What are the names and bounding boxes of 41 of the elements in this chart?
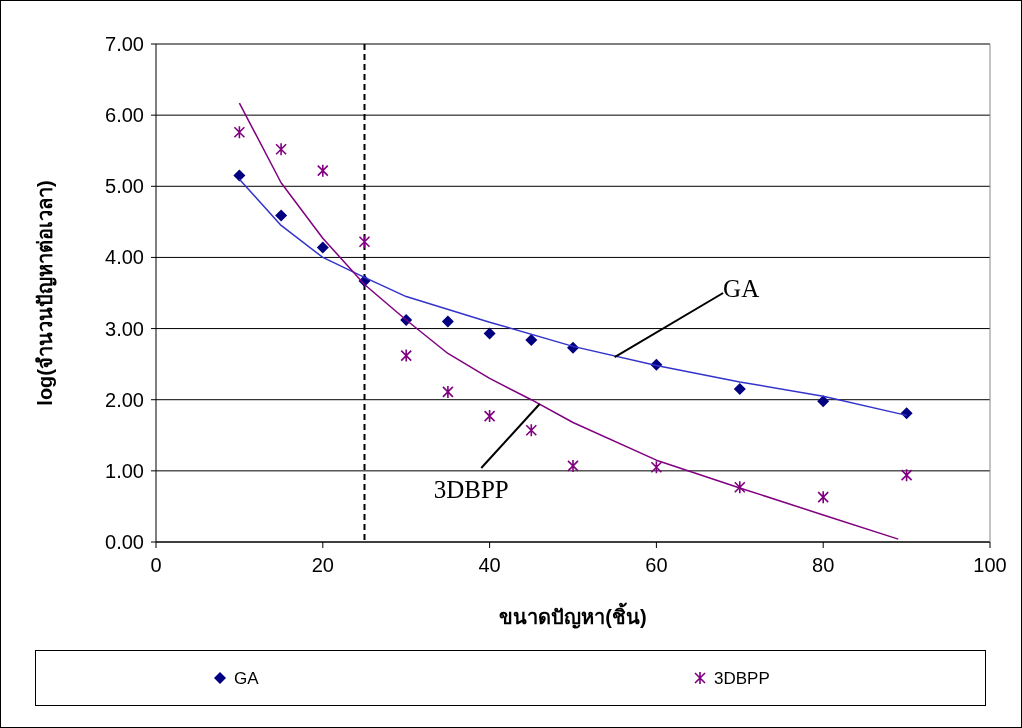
point xyxy=(275,142,287,157)
point xyxy=(358,234,371,249)
point xyxy=(316,241,329,254)
point xyxy=(817,395,830,408)
point xyxy=(441,315,454,328)
y-tick-label: 4.00 xyxy=(105,246,144,269)
legend-label: GA xyxy=(234,669,260,688)
point xyxy=(317,163,329,178)
y-tick-label: 1.00 xyxy=(105,459,144,482)
point xyxy=(734,480,746,495)
point xyxy=(483,327,496,340)
point xyxy=(525,333,538,346)
point xyxy=(817,490,829,504)
point xyxy=(233,125,246,140)
y-axis-title: log(จำนวนปัญหาต่อเวลา) xyxy=(34,180,57,406)
y-tick-label: 0.00 xyxy=(105,531,144,553)
point xyxy=(442,385,454,399)
y-tick-label: 3.00 xyxy=(105,317,144,340)
point xyxy=(525,423,538,438)
x-tick-label: 20 xyxy=(311,554,334,576)
y-tick-label: 5.00 xyxy=(105,175,144,198)
point xyxy=(400,348,412,363)
x-tick-label: 0 xyxy=(150,554,162,576)
annotation: 3DBPP xyxy=(433,476,509,504)
x-tick-label: 40 xyxy=(478,554,501,576)
point xyxy=(650,460,663,475)
annotation: GA xyxy=(723,275,760,302)
point xyxy=(900,468,913,482)
point xyxy=(275,209,288,222)
y-tick-label: 7.00 xyxy=(105,33,144,55)
x-axis-title: ขนาดปัญหา(ชิ้น) xyxy=(499,602,647,629)
x-tick-label: 100 xyxy=(973,554,1007,576)
point xyxy=(567,459,579,473)
legend-label: 3DBPP xyxy=(714,669,770,688)
x-tick-label: 80 xyxy=(812,554,835,576)
point xyxy=(733,383,746,396)
y-tick-label: 6.00 xyxy=(105,104,144,127)
y-tick-label: 2.00 xyxy=(105,388,144,411)
x-tick-label: 60 xyxy=(645,554,668,576)
point xyxy=(233,169,246,182)
point xyxy=(483,409,496,423)
